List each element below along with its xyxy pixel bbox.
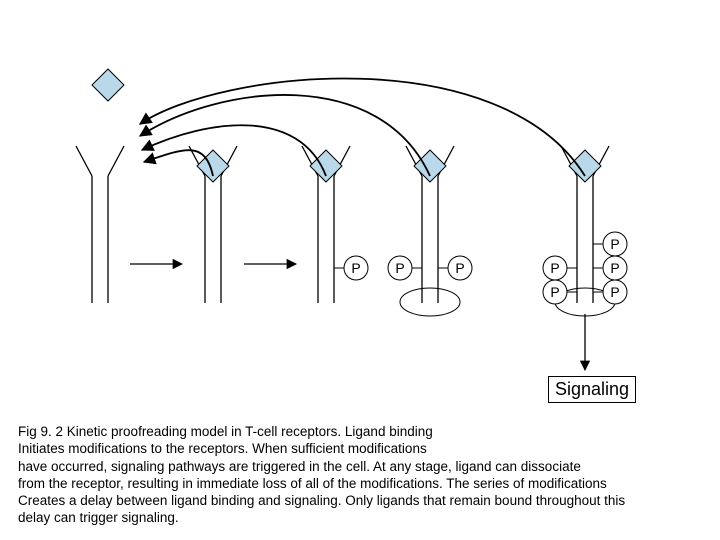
phosphate-label: P xyxy=(349,260,363,276)
signaling-label: Signaling xyxy=(555,379,629,399)
diagram-stage: Signaling Fig 9. 2 Kinetic proofreading … xyxy=(0,0,720,540)
phosphate-label: P xyxy=(608,284,622,300)
phosphate-label: P xyxy=(608,236,622,252)
phosphate-label: P xyxy=(453,260,467,276)
figure-caption: Fig 9. 2 Kinetic proofreading model in T… xyxy=(18,423,702,527)
phosphate-label: P xyxy=(548,284,562,300)
phosphate-label: P xyxy=(393,260,407,276)
phosphate-label: P xyxy=(608,260,622,276)
phosphate-label: P xyxy=(548,260,562,276)
signaling-box: Signaling xyxy=(548,376,636,403)
